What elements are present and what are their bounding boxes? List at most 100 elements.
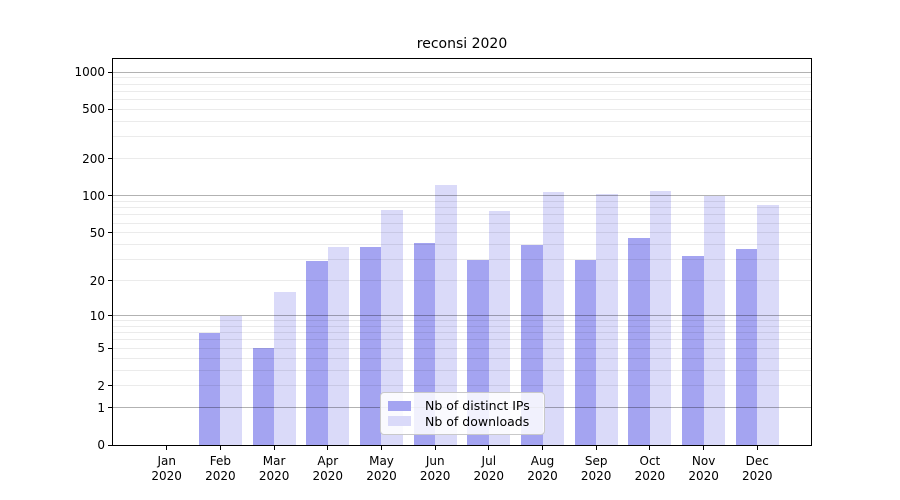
gridline-minor-200 <box>113 158 811 160</box>
gridline-minor-5 <box>113 347 811 349</box>
gridline-minor-50 <box>113 232 811 234</box>
bar-nb-of-downloads-mar <box>274 292 296 445</box>
x-tick-mark-may <box>381 446 382 450</box>
gridline-minor-800 <box>113 83 811 85</box>
legend-label-downloads: Nb of downloads <box>425 413 530 429</box>
x-tick-label-jun: Jun 2020 <box>419 454 451 483</box>
y-tick-label-0: 0 <box>97 438 105 452</box>
bar-nb-of-distinct-ips-feb <box>198 332 221 445</box>
gridline-minor-40 <box>113 244 811 245</box>
y-tick-label-100: 100 <box>82 188 105 203</box>
x-tick-label-feb: Feb 2020 <box>205 454 236 483</box>
y-tick-label-1: 1 <box>97 400 105 415</box>
bar-nb-of-downloads-jul <box>488 211 511 445</box>
legend-swatch-downloads <box>388 416 411 427</box>
x-tick-mark-oct <box>649 446 651 450</box>
y-tick-label-2: 2 <box>97 378 105 393</box>
legend-label-distinct-ips: Nb of distinct IPs <box>425 398 530 414</box>
y-tick-label-500: 500 <box>82 102 105 117</box>
x-tick-label-may: May 2020 <box>366 454 397 483</box>
bar-nb-of-downloads-apr <box>327 247 350 445</box>
y-tick-mark-10 <box>108 315 112 316</box>
bar-nb-of-downloads-feb <box>220 315 242 445</box>
bar-nb-of-distinct-ips-nov <box>682 256 704 445</box>
x-tick-label-oct: Oct 2020 <box>634 454 666 483</box>
x-tick-label-jan: Jan 2020 <box>151 454 182 483</box>
y-tick-mark-500 <box>108 108 112 110</box>
gridline-minor-400 <box>113 120 811 122</box>
bar-nb-of-distinct-ips-oct <box>628 238 650 445</box>
legend-entry-distinct-ips: Nb of distinct IPs <box>388 398 537 413</box>
gridline-minor-600 <box>113 99 811 101</box>
x-tick-mark-jun <box>434 446 436 450</box>
gridline-minor-300 <box>113 136 811 138</box>
gridline-minor-3 <box>113 369 811 371</box>
gridline-minor-80 <box>113 207 811 209</box>
bar-nb-of-downloads-dec <box>757 205 779 445</box>
x-tick-mark-aug <box>542 446 543 450</box>
gridline-minor-90 <box>113 201 811 202</box>
bar-nb-of-downloads-nov <box>703 195 726 445</box>
bar-nb-of-distinct-ips-may <box>359 247 382 445</box>
legend-swatch-distinct-ips <box>388 400 411 411</box>
y-tick-label-5: 5 <box>97 341 105 356</box>
x-tick-label-jul: Jul 2020 <box>473 454 505 483</box>
x-tick-label-nov: Nov 2020 <box>688 454 719 483</box>
x-tick-mark-sep <box>595 446 597 450</box>
legend-entry-downloads: Nb of downloads <box>388 414 537 429</box>
gridline-minor-700 <box>113 90 811 92</box>
y-tick-mark-50 <box>108 232 112 234</box>
x-tick-mark-apr <box>327 446 329 450</box>
gridline-major-100 <box>113 195 811 197</box>
x-tick-mark-feb <box>219 446 221 450</box>
x-tick-label-aug: Aug 2020 <box>527 454 558 483</box>
y-tick-label-200: 200 <box>82 151 105 166</box>
gridline-minor-6 <box>113 339 811 341</box>
y-tick-mark-20 <box>108 280 112 282</box>
bar-nb-of-downloads-aug <box>542 192 565 445</box>
x-tick-mark-jan <box>166 446 168 450</box>
x-tick-mark-jul <box>488 446 490 450</box>
bar-nb-of-distinct-ips-dec <box>735 248 758 445</box>
y-tick-mark-100 <box>108 195 112 197</box>
gridline-major-1000 <box>113 71 811 73</box>
y-tick-mark-1000 <box>108 71 112 73</box>
y-tick-label-10: 10 <box>89 308 105 323</box>
gridline-minor-500 <box>113 108 811 110</box>
x-tick-mark-nov <box>703 446 705 450</box>
gridline-minor-9 <box>113 320 811 322</box>
gridline-minor-60 <box>113 222 811 224</box>
y-tick-mark-0 <box>108 444 112 446</box>
bar-nb-of-distinct-ips-apr <box>306 261 328 445</box>
gridline-major-10 <box>113 315 811 316</box>
gridline-minor-900 <box>113 77 811 79</box>
bar-nb-of-downloads-may <box>381 209 403 445</box>
plot-area <box>112 58 812 446</box>
y-tick-mark-2 <box>108 385 112 387</box>
y-tick-label-50: 50 <box>89 225 105 240</box>
x-tick-mark-dec <box>756 446 758 450</box>
y-tick-mark-5 <box>108 347 112 349</box>
gridline-minor-20 <box>113 280 811 282</box>
gridline-minor-8 <box>113 325 811 327</box>
y-tick-label-20: 20 <box>89 273 105 288</box>
x-tick-label-sep: Sep 2020 <box>580 454 612 483</box>
x-tick-label-mar: Mar 2020 <box>258 454 290 483</box>
gridline-minor-7 <box>113 332 811 334</box>
gridline-minor-70 <box>113 214 811 216</box>
chart-title: reconsi 2020 <box>416 36 508 52</box>
bar-nb-of-distinct-ips-mar <box>252 348 275 445</box>
gridline-minor-4 <box>113 357 811 359</box>
y-tick-mark-200 <box>108 158 112 160</box>
x-tick-mark-mar <box>273 446 275 450</box>
bar-nb-of-distinct-ips-sep <box>574 259 597 445</box>
y-tick-label-1000: 1000 <box>74 65 105 79</box>
y-tick-mark-1 <box>108 407 112 409</box>
bar-nb-of-downloads-sep <box>596 194 618 445</box>
legend: Nb of distinct IPs Nb of downloads <box>380 392 545 435</box>
gridline-minor-30 <box>113 259 811 261</box>
bar-nb-of-downloads-jun <box>435 185 457 445</box>
gridline-minor-2 <box>113 385 811 387</box>
bar-nb-of-downloads-oct <box>649 190 672 445</box>
